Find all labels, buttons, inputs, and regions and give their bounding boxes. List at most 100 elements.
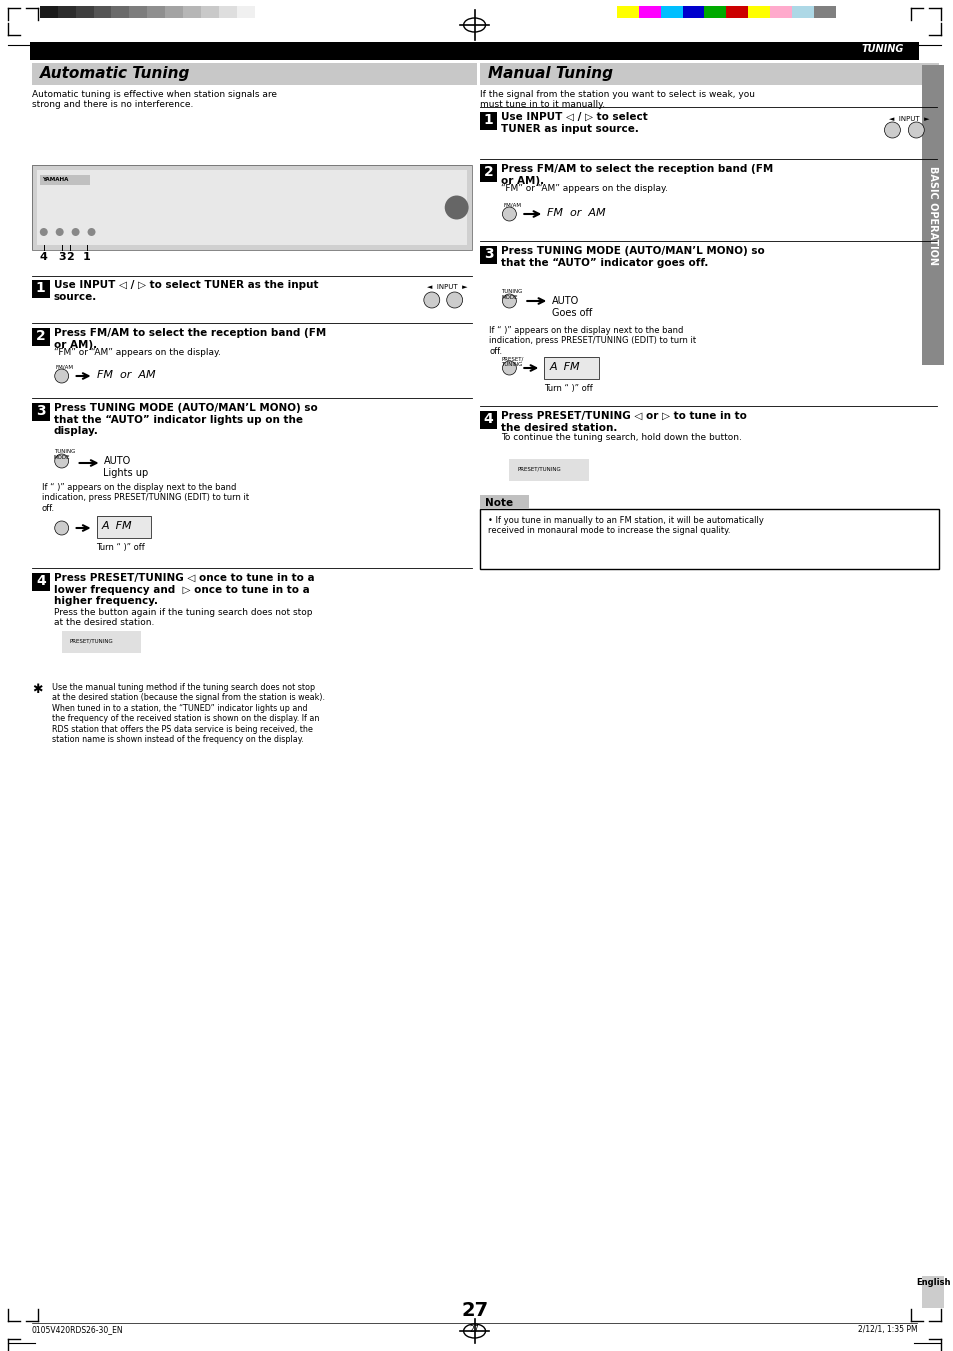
Text: Turn “ )” off: Turn “ )” off bbox=[96, 543, 145, 553]
Bar bbox=[479, 63, 938, 85]
Text: 3: 3 bbox=[36, 404, 46, 417]
Text: If the signal from the station you want to select is weak, you
must tune in to i: If the signal from the station you want … bbox=[479, 91, 754, 109]
Text: 2: 2 bbox=[483, 165, 493, 178]
Bar bbox=[31, 280, 50, 299]
Bar bbox=[93, 5, 112, 18]
Bar bbox=[57, 5, 75, 18]
Bar bbox=[479, 411, 497, 430]
Bar bbox=[147, 5, 165, 18]
Bar bbox=[96, 516, 152, 538]
Bar bbox=[725, 5, 747, 18]
Bar bbox=[479, 163, 497, 182]
Text: To continue the tuning search, hold down the button.: To continue the tuning search, hold down… bbox=[501, 434, 741, 442]
Bar bbox=[681, 5, 703, 18]
Text: Press PRESET/TUNING ◁ once to tune in to a
lower frequency and  ▷ once to tune i: Press PRESET/TUNING ◁ once to tune in to… bbox=[53, 573, 314, 607]
Text: FM  or  AM: FM or AM bbox=[96, 370, 155, 380]
Circle shape bbox=[54, 369, 69, 382]
Text: TUNING
MODE: TUNING MODE bbox=[501, 289, 522, 300]
Bar bbox=[31, 328, 50, 346]
Bar bbox=[922, 65, 943, 365]
Bar bbox=[31, 573, 50, 590]
Text: Press the button again if the tuning search does not stop
at the desired station: Press the button again if the tuning sea… bbox=[53, 608, 312, 627]
Text: 2/12/1, 1:35 PM: 2/12/1, 1:35 PM bbox=[857, 1325, 917, 1333]
Circle shape bbox=[54, 454, 69, 467]
Text: FM/AM: FM/AM bbox=[55, 363, 73, 369]
Bar bbox=[30, 42, 919, 59]
Bar bbox=[218, 5, 236, 18]
Bar bbox=[543, 357, 598, 380]
Bar bbox=[130, 5, 147, 18]
Bar bbox=[31, 165, 471, 250]
Circle shape bbox=[88, 228, 95, 236]
Bar bbox=[639, 5, 659, 18]
Bar bbox=[479, 494, 529, 509]
Text: TUNING
MODE: TUNING MODE bbox=[53, 449, 75, 459]
Bar bbox=[183, 5, 201, 18]
Text: 27: 27 bbox=[460, 1301, 488, 1320]
Text: 4: 4 bbox=[483, 412, 493, 426]
Text: 2: 2 bbox=[66, 253, 73, 262]
Text: Note: Note bbox=[484, 499, 512, 508]
Text: A  FM: A FM bbox=[101, 521, 132, 531]
Text: 1: 1 bbox=[483, 113, 493, 127]
Bar bbox=[31, 63, 476, 85]
Bar bbox=[747, 5, 769, 18]
Text: Use the manual tuning method if the tuning search does not stop
at the desired s: Use the manual tuning method if the tuni… bbox=[51, 684, 324, 744]
Text: 1: 1 bbox=[36, 281, 46, 295]
Bar bbox=[236, 5, 254, 18]
Bar bbox=[659, 5, 681, 18]
Circle shape bbox=[502, 207, 516, 222]
Bar bbox=[40, 5, 57, 18]
Text: Press TUNING MODE (AUTO/MAN’L MONO) so
that the “AUTO” indicator goes off.: Press TUNING MODE (AUTO/MAN’L MONO) so t… bbox=[501, 246, 764, 267]
Text: AUTO
Goes off: AUTO Goes off bbox=[552, 296, 592, 317]
Text: PRESET/TUNING: PRESET/TUNING bbox=[70, 638, 113, 643]
Text: Use INPUT ◁ / ▷ to select
TUNER as input source.: Use INPUT ◁ / ▷ to select TUNER as input… bbox=[501, 112, 647, 134]
Text: Automatic tuning is effective when station signals are
strong and there is no in: Automatic tuning is effective when stati… bbox=[31, 91, 276, 109]
Bar bbox=[703, 5, 725, 18]
Text: ◄  INPUT  ►: ◄ INPUT ► bbox=[888, 116, 929, 122]
Text: Turn “ )” off: Turn “ )” off bbox=[543, 384, 593, 393]
Text: 4: 4 bbox=[40, 253, 48, 262]
Text: FM  or  AM: FM or AM bbox=[547, 208, 605, 218]
Circle shape bbox=[444, 196, 468, 219]
Bar bbox=[813, 5, 835, 18]
Text: A  FM: A FM bbox=[549, 362, 579, 372]
Text: “FM” or “AM” appears on the display.: “FM” or “AM” appears on the display. bbox=[501, 184, 668, 193]
Text: Press FM/AM to select the reception band (FM
or AM).: Press FM/AM to select the reception band… bbox=[501, 163, 773, 185]
Bar bbox=[62, 631, 141, 653]
Bar bbox=[31, 403, 50, 422]
Bar bbox=[165, 5, 183, 18]
Text: 4: 4 bbox=[36, 574, 46, 588]
Bar bbox=[40, 176, 90, 185]
Text: FM/AM: FM/AM bbox=[503, 203, 521, 207]
Circle shape bbox=[55, 228, 64, 236]
Text: ✱: ✱ bbox=[31, 684, 42, 696]
Bar bbox=[96, 516, 152, 538]
Text: PRESET/TUNING: PRESET/TUNING bbox=[517, 466, 560, 471]
Bar bbox=[479, 509, 938, 569]
Text: 2: 2 bbox=[36, 330, 46, 343]
Text: Press FM/AM to select the reception band (FM
or AM).: Press FM/AM to select the reception band… bbox=[53, 328, 326, 350]
Text: 3: 3 bbox=[58, 253, 66, 262]
Circle shape bbox=[883, 122, 900, 138]
Bar bbox=[479, 112, 497, 130]
Bar bbox=[37, 170, 466, 245]
Bar bbox=[509, 459, 588, 481]
Text: 0105V420RDS26-30_EN: 0105V420RDS26-30_EN bbox=[31, 1325, 123, 1333]
Bar bbox=[769, 5, 791, 18]
Circle shape bbox=[502, 361, 516, 376]
Text: TUNING: TUNING bbox=[862, 45, 903, 54]
Text: 27: 27 bbox=[469, 1325, 479, 1333]
Text: BASIC OPERATION: BASIC OPERATION bbox=[927, 166, 937, 265]
Text: “FM” or “AM” appears on the display.: “FM” or “AM” appears on the display. bbox=[53, 349, 220, 357]
Text: 3: 3 bbox=[483, 247, 493, 261]
Circle shape bbox=[502, 295, 516, 308]
Text: Manual Tuning: Manual Tuning bbox=[487, 66, 612, 81]
Bar bbox=[75, 5, 93, 18]
Circle shape bbox=[423, 292, 439, 308]
Text: Use INPUT ◁ / ▷ to select TUNER as the input
source.: Use INPUT ◁ / ▷ to select TUNER as the i… bbox=[53, 280, 318, 301]
Bar bbox=[543, 357, 598, 380]
Circle shape bbox=[446, 292, 462, 308]
Text: PRESET/
TUNING: PRESET/ TUNING bbox=[501, 357, 523, 367]
Circle shape bbox=[71, 228, 79, 236]
